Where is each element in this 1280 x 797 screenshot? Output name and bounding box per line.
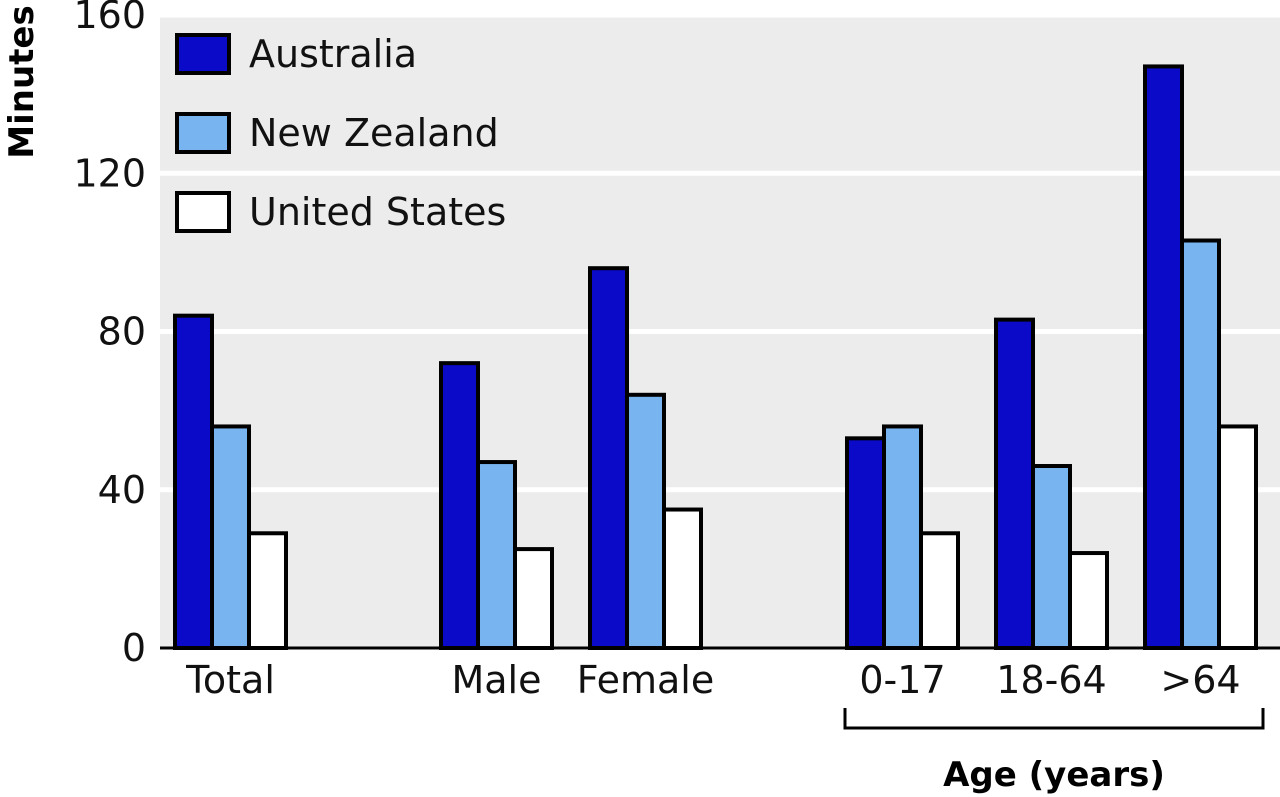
bar-united-states-4 — [1068, 551, 1109, 650]
category-label: >64 — [1160, 658, 1240, 702]
bar-new-zealand-2 — [625, 392, 666, 650]
bar-united-states-1 — [513, 547, 554, 650]
legend-label: Australia — [249, 32, 417, 76]
bar-australia-5 — [1143, 64, 1184, 650]
legend-label: United States — [249, 190, 506, 234]
bar-new-zealand-4 — [1031, 464, 1072, 651]
legend-label: New Zealand — [249, 111, 499, 155]
category-label: Total — [185, 658, 275, 702]
y-tick-label: 80 — [98, 310, 146, 354]
y-tick-label: 120 — [73, 151, 146, 195]
category-label: Male — [451, 658, 541, 702]
y-axis-title: Minutes — [2, 5, 42, 158]
legend: Australia New Zealand United States — [175, 32, 506, 234]
bar-australia-0 — [173, 313, 214, 650]
bars — [173, 64, 1258, 651]
bar-australia-2 — [588, 266, 629, 650]
y-tick-label: 40 — [98, 468, 146, 512]
bar-united-states-2 — [662, 507, 703, 650]
bar-united-states-5 — [1217, 424, 1258, 651]
bar-australia-4 — [994, 317, 1035, 650]
bar-australia-1 — [439, 361, 480, 650]
category-label: 18-64 — [996, 658, 1106, 702]
bar-new-zealand-5 — [1180, 238, 1221, 650]
category-labels: Total Male Female 0-17 18-64 >64 — [185, 658, 1240, 702]
age-group-bracket — [843, 708, 1265, 730]
bar-new-zealand-1 — [476, 460, 517, 650]
legend-swatch-united-states — [175, 191, 231, 233]
bar-new-zealand-0 — [210, 424, 251, 651]
legend-swatch-new-zealand — [175, 112, 231, 154]
legend-swatch-australia — [175, 33, 231, 75]
y-tick-labels: 0 40 80 120 160 — [73, 0, 146, 670]
grid-layer — [160, 12, 1280, 493]
bar-new-zealand-3 — [882, 424, 923, 651]
category-label: Female — [577, 658, 714, 702]
bar-united-states-3 — [919, 531, 960, 650]
bar-australia-3 — [845, 436, 886, 650]
y-tick-label: 0 — [122, 626, 146, 670]
bar-united-states-0 — [247, 531, 288, 650]
y-tick-label: 160 — [73, 0, 146, 37]
group-label: Age (years) — [943, 755, 1165, 795]
category-label: 0-17 — [859, 658, 945, 702]
